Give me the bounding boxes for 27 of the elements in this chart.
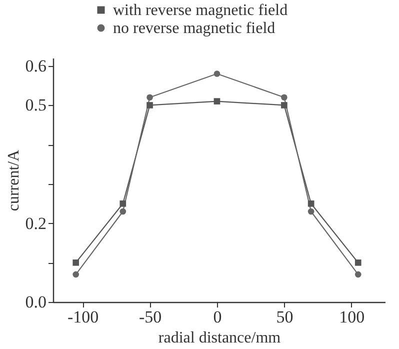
y-tick-label: 0.5 bbox=[25, 96, 46, 115]
point bbox=[281, 94, 288, 101]
y-axis-title: current/A bbox=[5, 149, 22, 212]
point bbox=[146, 102, 153, 108]
y-tick-label: 0.2 bbox=[25, 214, 46, 233]
x-tick-label: -50 bbox=[138, 308, 162, 326]
x-axis-title: radial distance/mm bbox=[158, 330, 282, 346]
point bbox=[146, 94, 153, 101]
legend-label: with reverse magnetic field bbox=[113, 2, 288, 19]
point bbox=[72, 271, 80, 278]
point bbox=[354, 271, 362, 278]
point bbox=[281, 102, 288, 108]
point bbox=[120, 200, 126, 207]
point bbox=[214, 98, 220, 104]
point bbox=[354, 259, 362, 266]
point bbox=[308, 208, 314, 215]
y-tick-label: 0.0 bbox=[25, 292, 46, 312]
legend-label: no reverse magnetic field bbox=[113, 20, 276, 37]
point bbox=[308, 200, 314, 207]
x-tick-label: 50 bbox=[276, 308, 294, 326]
point bbox=[120, 208, 126, 215]
x-tick-label: -100 bbox=[67, 308, 99, 326]
y-tick-label: 0.6 bbox=[25, 56, 46, 76]
point bbox=[214, 70, 220, 77]
point bbox=[72, 259, 80, 266]
x-tick-label: 0 bbox=[213, 308, 222, 326]
x-tick-label: 100 bbox=[339, 308, 365, 326]
